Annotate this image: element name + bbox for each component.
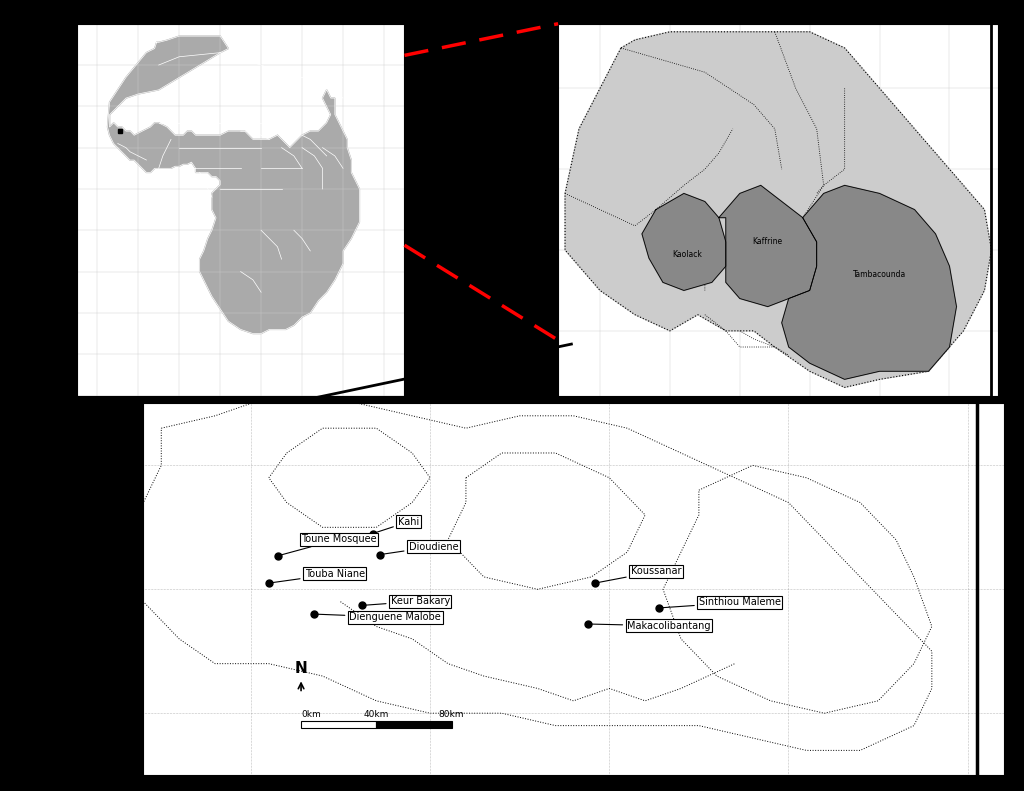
Text: Kaolack: Kaolack [673, 250, 702, 259]
Bar [301, 721, 377, 728]
Text: 40km: 40km [364, 710, 389, 719]
Text: Keur Bakary: Keur Bakary [365, 596, 450, 606]
Polygon shape [108, 36, 359, 334]
X-axis label: Longitude: Longitude [216, 420, 265, 430]
Polygon shape [719, 185, 817, 307]
Text: Toune Mosquee: Toune Mosquee [281, 534, 377, 555]
Y-axis label: Latitude: Latitude [104, 566, 115, 612]
Polygon shape [565, 32, 991, 388]
Text: 80km: 80km [439, 710, 464, 719]
Text: $\mathbf{N}$: $\mathbf{N}$ [294, 660, 308, 676]
X-axis label: Longitude: Longitude [754, 420, 803, 430]
Text: Kaffrine: Kaffrine [753, 237, 782, 247]
Polygon shape [642, 194, 726, 290]
Text: 0km: 0km [301, 710, 321, 719]
Polygon shape [781, 185, 956, 380]
Text: Kahi: Kahi [376, 517, 419, 532]
Y-axis label: Latitude: Latitude [521, 189, 531, 230]
Text: Sinthiou Maleme: Sinthiou Maleme [663, 597, 781, 607]
Text: Tambacounda: Tambacounda [853, 270, 906, 278]
Text: Dienguene Malobe: Dienguene Malobe [316, 612, 441, 623]
Bar [377, 721, 452, 728]
Text: Touba Niane: Touba Niane [271, 569, 365, 583]
Text: Makacolibantang: Makacolibantang [591, 621, 711, 631]
Y-axis label: Latitude: Latitude [33, 189, 43, 230]
Polygon shape [143, 403, 932, 751]
Text: Dioudiene: Dioudiene [383, 542, 458, 554]
Text: Koussanar: Koussanar [598, 566, 681, 583]
